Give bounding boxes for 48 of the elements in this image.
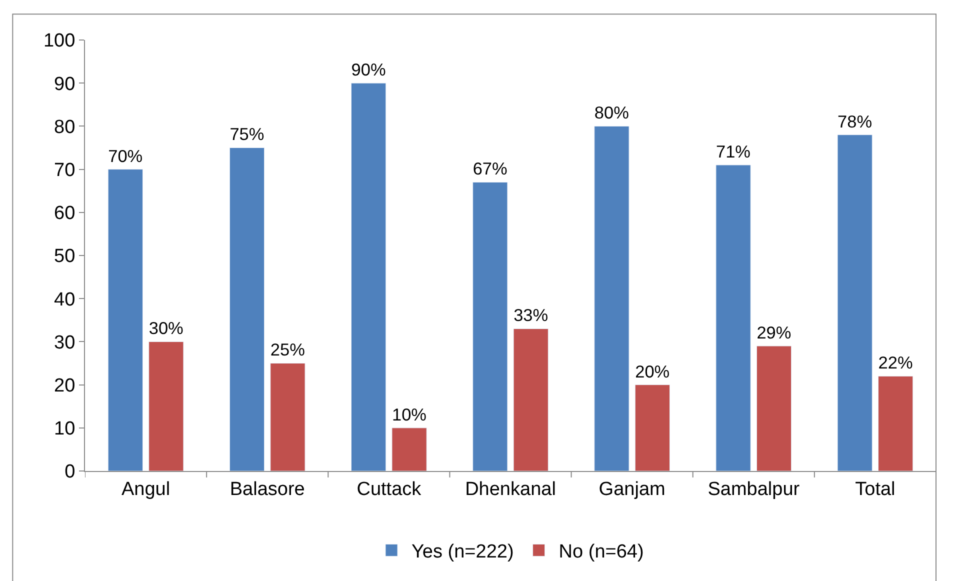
data-label: 25%	[270, 340, 305, 360]
data-label: 78%	[838, 111, 872, 132]
legend-label: Yes (n=222)	[412, 542, 514, 563]
x-tick-label: Dhenkanal	[465, 478, 556, 500]
data-label: 22%	[878, 352, 913, 373]
data-label: 29%	[756, 322, 792, 342]
y-tick-label: 30	[54, 332, 76, 354]
y-tick-label: 80	[54, 116, 76, 138]
data-label: 70%	[108, 146, 143, 166]
bar	[756, 346, 792, 471]
y-tick-label: 70	[54, 160, 76, 181]
bar	[837, 134, 872, 471]
y-tick-label: 60	[54, 203, 76, 224]
bar	[634, 384, 670, 471]
bar	[594, 126, 630, 471]
y-tick-label: 90	[54, 74, 76, 95]
x-tick-label: Sambalpur	[708, 478, 800, 500]
bar	[229, 148, 265, 471]
data-label: 71%	[716, 141, 750, 162]
bar	[472, 182, 508, 471]
data-label: 90%	[351, 60, 386, 80]
x-tick-label: Total	[855, 478, 896, 500]
y-tick-label: 40	[54, 289, 76, 310]
data-label: 75%	[230, 124, 264, 144]
data-label: 20%	[635, 361, 670, 382]
y-tick-label: 50	[54, 246, 76, 268]
data-label: 30%	[148, 318, 184, 338]
x-tick-label: Ganjam	[598, 478, 666, 500]
bar	[392, 428, 427, 471]
bar	[878, 376, 914, 471]
x-tick-label: Cuttack	[356, 478, 422, 500]
x-tick-label: Balasore	[230, 478, 305, 500]
bar	[351, 82, 386, 471]
bar	[148, 341, 184, 471]
y-tick-label: 20	[54, 375, 76, 396]
bar	[513, 328, 548, 471]
data-label: 33%	[514, 305, 548, 326]
legend-label: No (n=64)	[558, 542, 644, 563]
x-tick-label: Angul	[121, 478, 170, 500]
y-tick-label: 0	[64, 462, 76, 483]
data-label: 67%	[472, 158, 508, 179]
y-tick-label: 10	[54, 418, 76, 440]
bar	[716, 164, 751, 471]
y-tick-label: 100	[43, 30, 76, 52]
bar	[108, 169, 143, 471]
bar	[270, 363, 306, 471]
data-label: 10%	[392, 404, 426, 424]
data-label: 80%	[594, 102, 629, 123]
